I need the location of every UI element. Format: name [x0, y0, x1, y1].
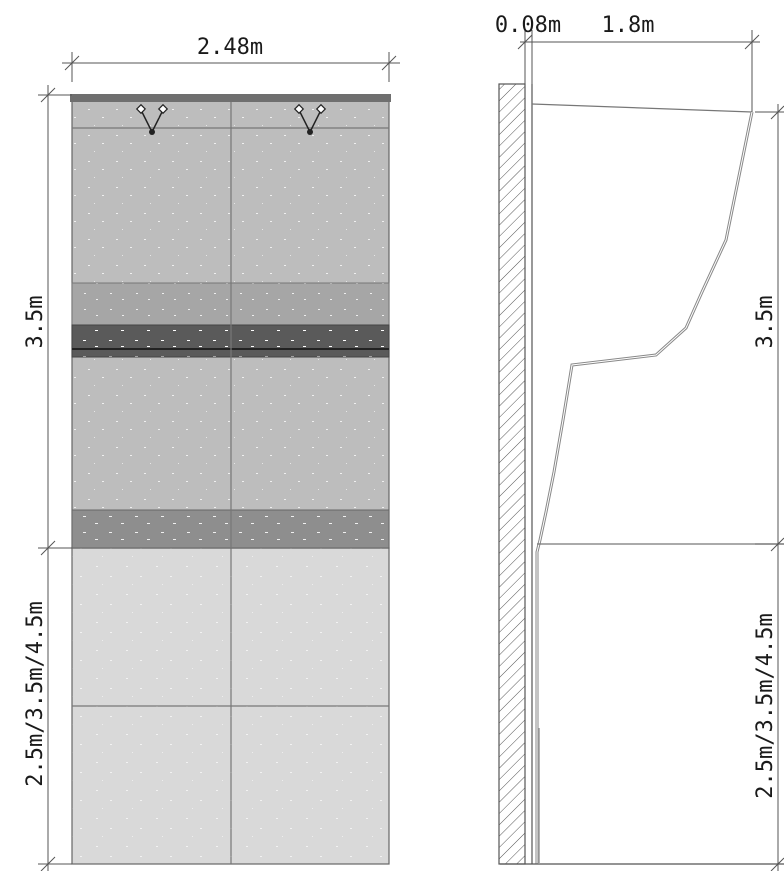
front-width-label: 2.48m: [197, 35, 263, 60]
upper-height-left-label: 3.5m: [23, 296, 48, 349]
top-ledge-line: [531, 103, 753, 113]
overhang-profile-inner: [536, 111, 753, 864]
front-view: [70, 94, 391, 865]
hold-icon: [135, 103, 169, 135]
side-view: [498, 83, 784, 865]
front-width-dimension: [62, 52, 400, 82]
left-height-dimension: [38, 85, 72, 871]
hold-icon: [293, 103, 327, 135]
wall-thickness-label: 0.08m: [495, 13, 561, 38]
side-top-dimension: [517, 30, 760, 112]
right-height-dimension: [755, 104, 784, 871]
top-cap: [70, 94, 391, 102]
wall-hatch: [498, 83, 526, 865]
lower-height-right-label: 2.5m/3.5m/4.5m: [753, 613, 778, 798]
upper-height-right-label: 3.5m: [753, 296, 778, 349]
overhang-depth-label: 1.8m: [602, 13, 655, 38]
overhang-profile: [535, 111, 754, 864]
lower-height-left-label: 2.5m/3.5m/4.5m: [23, 601, 48, 786]
